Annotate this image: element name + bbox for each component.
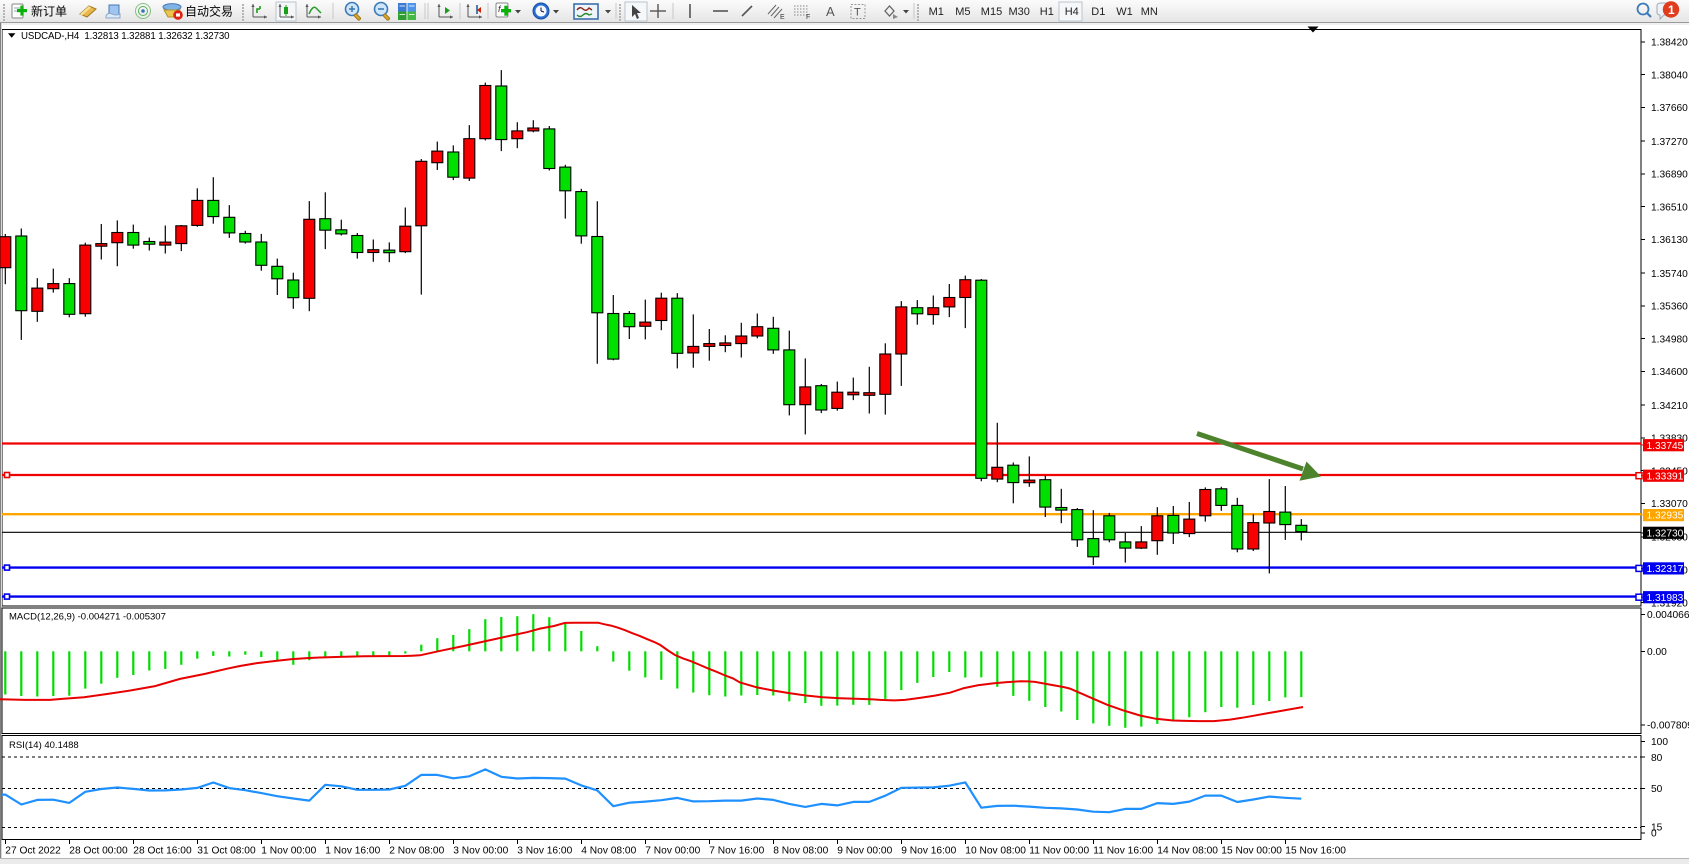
svg-text:1.31920: 1.31920	[1651, 598, 1688, 609]
svg-text:1.32317: 1.32317	[1647, 564, 1684, 575]
svg-text:1 Nov 00:00: 1 Nov 00:00	[261, 846, 316, 857]
svg-text:MN: MN	[1141, 6, 1158, 18]
svg-text:1: 1	[1668, 3, 1675, 17]
svg-text:3 Nov 00:00: 3 Nov 00:00	[453, 846, 508, 857]
svg-text:50: 50	[1651, 784, 1663, 795]
svg-text:T: T	[854, 7, 861, 19]
svg-text:1.38040: 1.38040	[1651, 70, 1688, 81]
svg-text:-0.007809: -0.007809	[1647, 721, 1689, 732]
svg-text:3 Nov 16:00: 3 Nov 16:00	[517, 846, 572, 857]
svg-text:1.36510: 1.36510	[1651, 202, 1688, 213]
svg-text:31 Oct 08:00: 31 Oct 08:00	[197, 846, 256, 857]
svg-text:1.37660: 1.37660	[1651, 103, 1688, 114]
svg-text:2 Nov 08:00: 2 Nov 08:00	[389, 846, 444, 857]
svg-text:1.37270: 1.37270	[1651, 137, 1688, 148]
svg-text:M5: M5	[955, 6, 970, 18]
svg-text:E: E	[780, 14, 785, 21]
svg-text:1.33070: 1.33070	[1651, 499, 1688, 510]
svg-text:D1: D1	[1091, 6, 1105, 18]
svg-text:自动交易: 自动交易	[185, 4, 233, 19]
svg-text:M1: M1	[929, 6, 944, 18]
svg-text:1.33830: 1.33830	[1651, 434, 1688, 445]
svg-text:1.36130: 1.36130	[1651, 235, 1688, 246]
svg-text:1.36890: 1.36890	[1651, 170, 1688, 181]
svg-text:80: 80	[1651, 753, 1663, 764]
svg-text:USDCAD-,H4 1.32813 1.32881 1.: USDCAD-,H4 1.32813 1.32881 1.32632 1.327…	[21, 31, 230, 42]
svg-text:9 Nov 16:00: 9 Nov 16:00	[901, 846, 956, 857]
svg-text:100: 100	[1651, 737, 1668, 748]
svg-text:M15: M15	[981, 6, 1002, 18]
svg-text:1 Nov 16:00: 1 Nov 16:00	[325, 846, 380, 857]
svg-text:0.00: 0.00	[1647, 647, 1667, 658]
svg-text:1.32935: 1.32935	[1647, 511, 1684, 522]
svg-text:1.35740: 1.35740	[1651, 269, 1688, 280]
svg-text:1.34210: 1.34210	[1651, 401, 1688, 412]
svg-text:1.33745: 1.33745	[1647, 441, 1684, 452]
svg-text:7 Nov 00:00: 7 Nov 00:00	[645, 846, 700, 857]
svg-text:1.31983: 1.31983	[1647, 593, 1684, 604]
svg-text:28 Oct 00:00: 28 Oct 00:00	[69, 846, 128, 857]
svg-text:H4: H4	[1065, 6, 1079, 18]
svg-text:1.33391: 1.33391	[1647, 471, 1684, 482]
svg-text:W1: W1	[1116, 6, 1133, 18]
svg-text:15: 15	[1651, 822, 1663, 833]
svg-text:27 Oct 2022: 27 Oct 2022	[5, 846, 61, 857]
svg-text:0.004066: 0.004066	[1647, 610, 1689, 621]
svg-text:4 Nov 08:00: 4 Nov 08:00	[581, 846, 636, 857]
svg-text:F: F	[806, 14, 810, 21]
svg-text:1.38420: 1.38420	[1651, 38, 1688, 49]
svg-text:1.35360: 1.35360	[1651, 302, 1688, 313]
svg-text:0: 0	[1651, 829, 1657, 840]
svg-text:28 Oct 16:00: 28 Oct 16:00	[133, 846, 192, 857]
svg-text:f: f	[498, 4, 502, 14]
svg-text:M30: M30	[1009, 6, 1030, 18]
svg-text:10 Nov 08:00: 10 Nov 08:00	[965, 846, 1026, 857]
svg-text:H1: H1	[1040, 6, 1054, 18]
svg-text:9 Nov 00:00: 9 Nov 00:00	[837, 846, 892, 857]
svg-text:15 Nov 00:00: 15 Nov 00:00	[1221, 846, 1282, 857]
svg-text:8 Nov 08:00: 8 Nov 08:00	[773, 846, 828, 857]
svg-text:11 Nov 16:00: 11 Nov 16:00	[1093, 846, 1153, 857]
svg-text:1.32730: 1.32730	[1647, 528, 1684, 539]
svg-text:新订单: 新订单	[31, 4, 67, 19]
svg-text:11 Nov 00:00: 11 Nov 00:00	[1029, 846, 1089, 857]
svg-text:RSI(14) 40.1488: RSI(14) 40.1488	[9, 740, 79, 751]
svg-text:7 Nov 16:00: 7 Nov 16:00	[709, 846, 764, 857]
svg-text:MACD(12,26,9) -0.004271 -0.005: MACD(12,26,9) -0.004271 -0.005307	[9, 611, 166, 622]
svg-text:14 Nov 08:00: 14 Nov 08:00	[1157, 846, 1218, 857]
svg-text:1.34980: 1.34980	[1651, 334, 1688, 345]
svg-text:A: A	[826, 4, 835, 19]
svg-text:15 Nov 16:00: 15 Nov 16:00	[1285, 846, 1346, 857]
svg-text:1.34600: 1.34600	[1651, 367, 1688, 378]
